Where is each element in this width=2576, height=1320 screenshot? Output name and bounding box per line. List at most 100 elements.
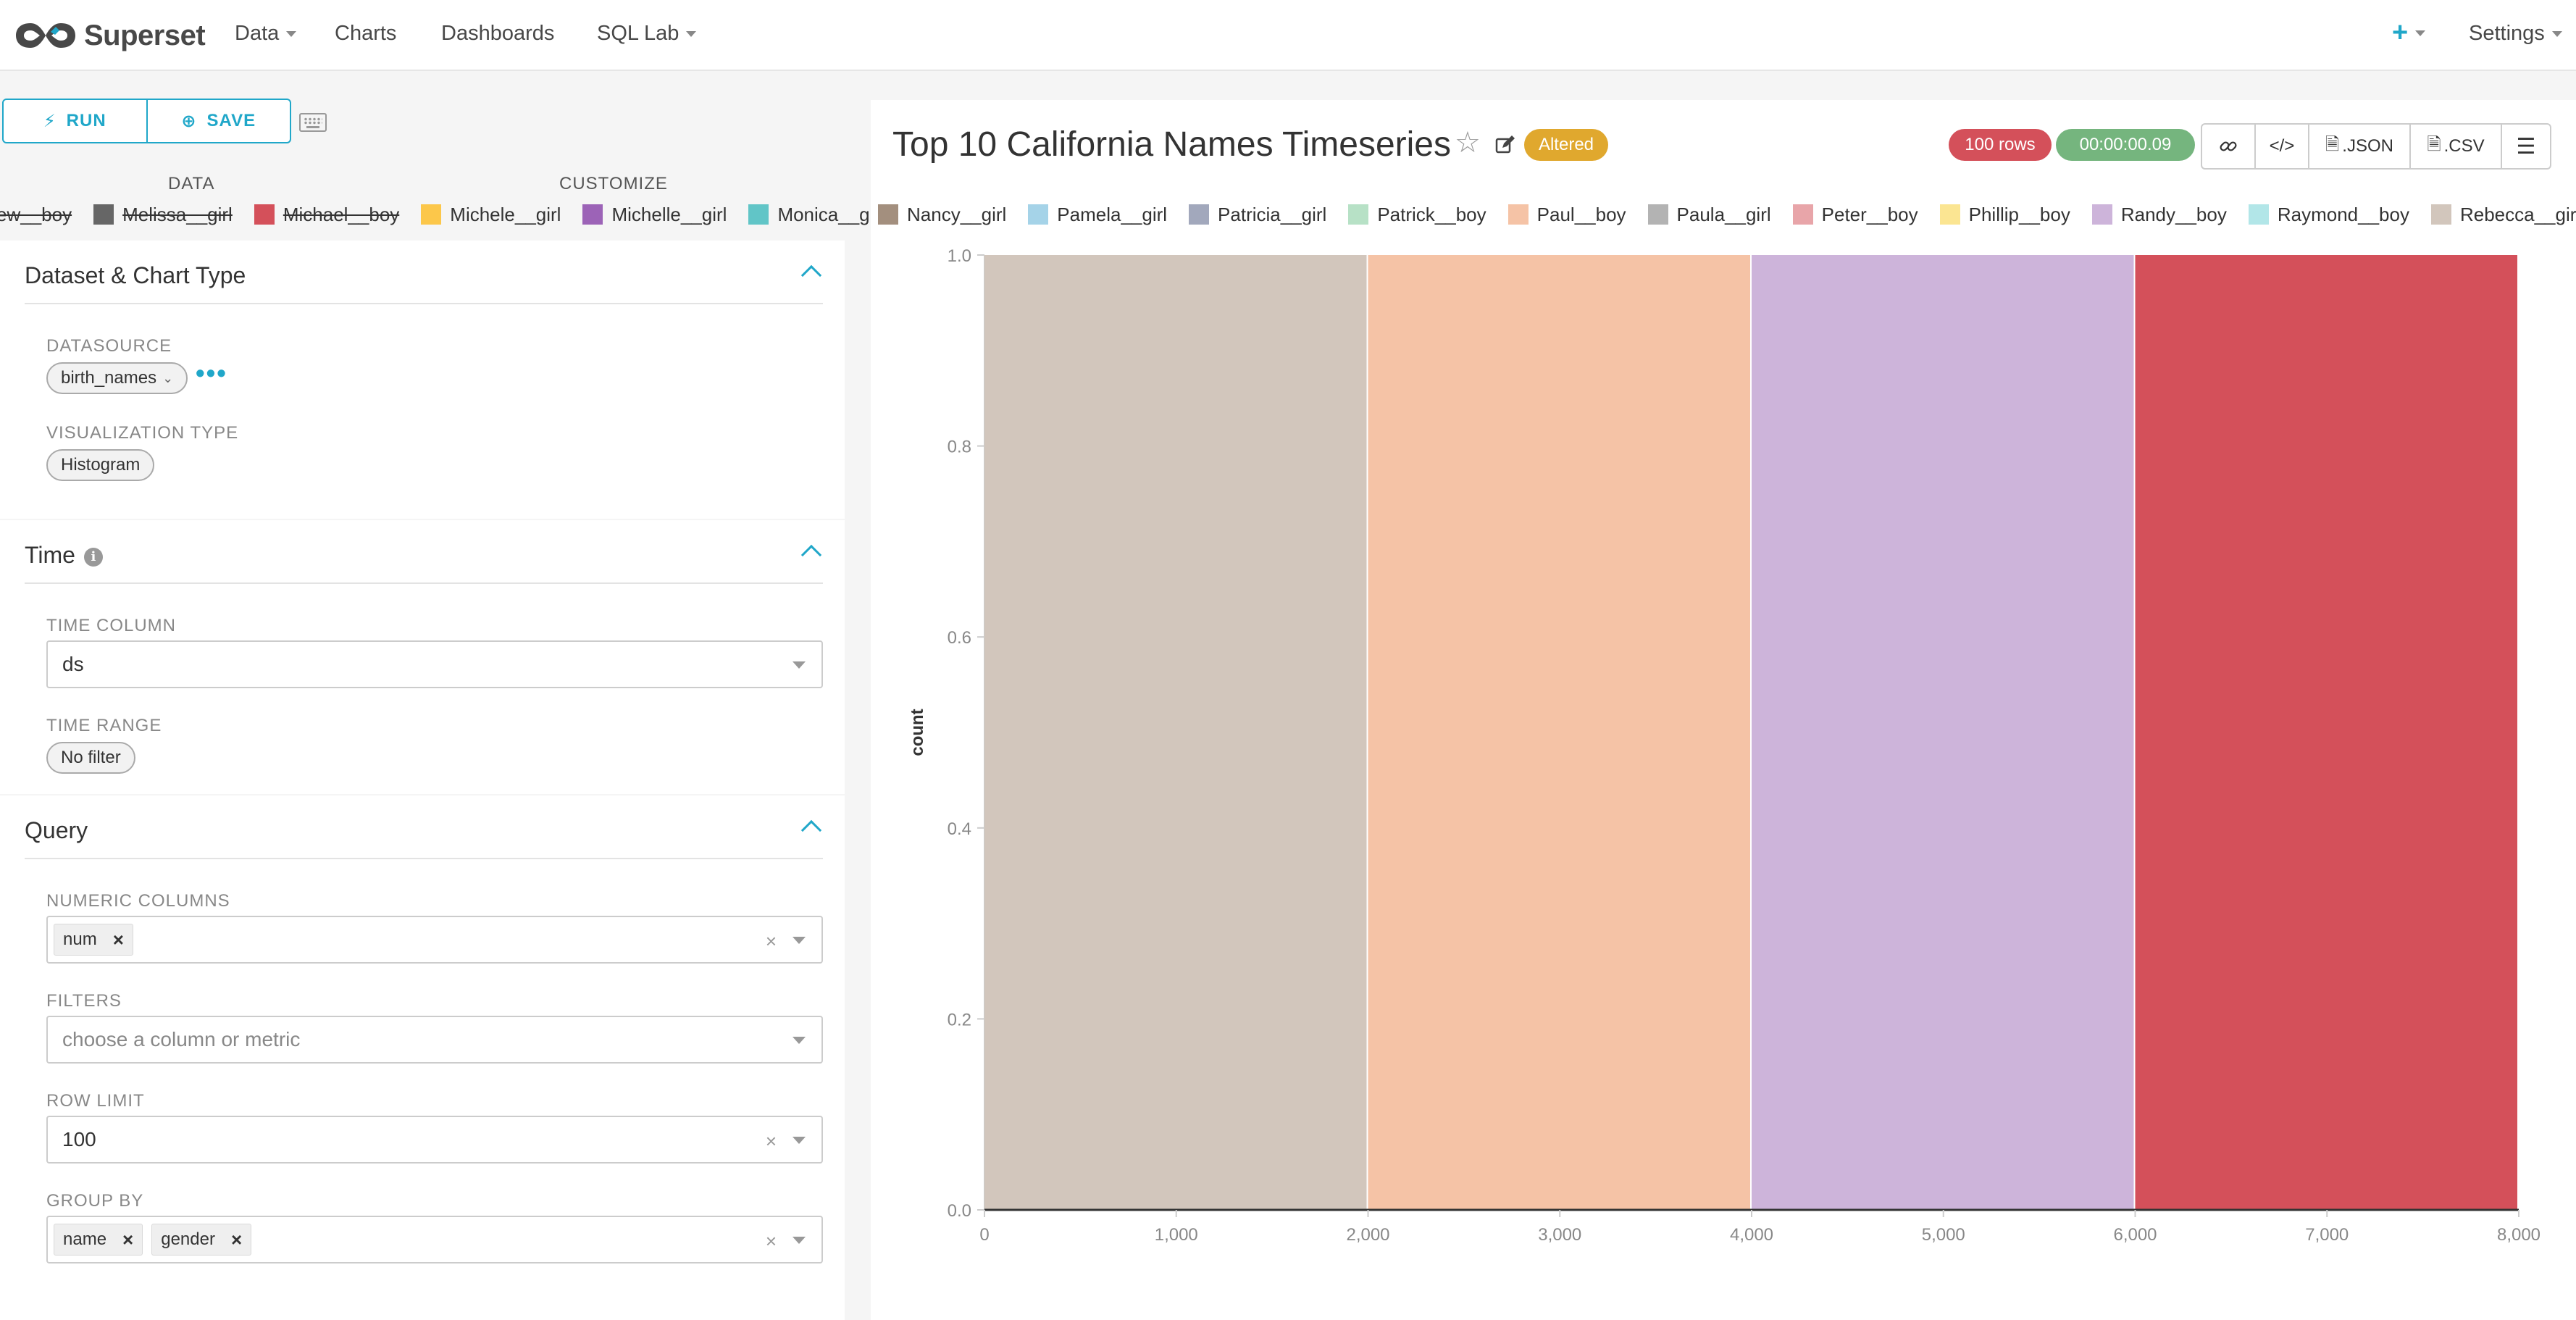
- nav-data-menu[interactable]: Data: [235, 22, 297, 46]
- nav-charts-link[interactable]: Charts: [335, 22, 396, 46]
- legend-swatch: [1507, 204, 1529, 225]
- group-by-label: GROUP BY: [46, 1191, 144, 1211]
- chart-legend-item[interactable]: Peter__boy: [1792, 204, 1918, 226]
- star-icon[interactable]: ☆: [1455, 127, 1481, 159]
- export-json-button[interactable]: 🗎︎ .JSON: [2308, 125, 2409, 168]
- tag-label: num: [63, 930, 97, 949]
- legend-label: Phillip__boy: [1968, 203, 2070, 225]
- row-limit-select[interactable]: 100 ×: [46, 1116, 823, 1164]
- chart-title[interactable]: Top 10 California Names Timeseries: [892, 125, 1451, 164]
- chevron-down-icon: [286, 30, 297, 37]
- chevron-down-icon: [793, 661, 806, 669]
- altered-badge[interactable]: Altered: [1524, 129, 1608, 161]
- remove-tag-icon[interactable]: ×: [230, 1228, 243, 1250]
- chevron-up-icon[interactable]: [800, 264, 822, 286]
- remove-tag-icon[interactable]: ×: [112, 928, 124, 951]
- chart-legend-item[interactable]: Rebecca__girl: [2430, 204, 2576, 226]
- left-legend-item[interactable]: Matthew__boy: [0, 204, 72, 226]
- chart-legend-item[interactable]: Randy__boy: [2091, 204, 2227, 226]
- chart-legend-item[interactable]: Pamela__girl: [1028, 204, 1167, 226]
- time-range-pill[interactable]: No filter: [46, 742, 135, 774]
- histogram-bar[interactable]: [1368, 255, 1751, 1210]
- left-legend-item[interactable]: Monica__girl: [748, 203, 885, 226]
- x-tick-label: 5,000: [1922, 1225, 1965, 1245]
- save-button[interactable]: ⊕ SAVE: [146, 100, 290, 142]
- nav-sqllab-menu[interactable]: SQL Lab: [597, 22, 697, 46]
- legend-label: Michael__boy: [283, 203, 400, 225]
- export-csv-button[interactable]: 🗎︎ .CSV: [2409, 125, 2501, 168]
- time-column-select[interactable]: ds: [46, 640, 823, 688]
- left-legend-item[interactable]: Michele__girl: [421, 204, 561, 226]
- histogram-bar[interactable]: [1752, 255, 2134, 1210]
- nav-sqllab-label: SQL Lab: [597, 22, 679, 45]
- datasource-pill[interactable]: birth_names ⌄: [46, 362, 188, 394]
- menu-button[interactable]: ☰: [2501, 125, 2550, 168]
- run-button[interactable]: ⚡︎ RUN: [4, 100, 146, 142]
- embed-code-button[interactable]: </>: [2254, 125, 2308, 168]
- section-title[interactable]: Dataset & Chart Type: [25, 262, 246, 288]
- info-icon[interactable]: i: [83, 547, 103, 567]
- settings-menu[interactable]: Settings: [2469, 22, 2562, 46]
- new-item-menu[interactable]: +: [2392, 17, 2426, 49]
- clear-icon[interactable]: ×: [765, 1230, 777, 1252]
- row-limit-label: ROW LIMIT: [46, 1091, 145, 1111]
- chevron-up-icon[interactable]: [800, 544, 822, 566]
- chart-legend-item[interactable]: Raymond__boy: [2248, 204, 2409, 226]
- plus-circle-icon: ⊕: [181, 111, 197, 131]
- filters-select[interactable]: choose a column or metric: [46, 1016, 823, 1064]
- chart-legend-item[interactable]: Paula__girl: [1647, 204, 1771, 226]
- filters-placeholder: choose a column or metric: [62, 1028, 301, 1050]
- time-title: Time: [25, 542, 75, 568]
- chart-legend-item[interactable]: Nancy__girl: [878, 204, 1006, 226]
- section-title[interactable]: Time i: [25, 542, 103, 569]
- left-legend-item[interactable]: Michelle__girl: [582, 204, 727, 226]
- viz-type-pill[interactable]: Histogram: [46, 449, 155, 481]
- y-tick-label: 0.4: [948, 819, 971, 839]
- tab-data[interactable]: DATA: [168, 174, 215, 193]
- legend-swatch: [582, 204, 603, 225]
- clear-icon[interactable]: ×: [765, 1130, 777, 1152]
- chart-legend-item[interactable]: Patricia__girl: [1189, 204, 1326, 226]
- chevron-down-icon: ⌄: [162, 370, 174, 385]
- chart-legend-item[interactable]: Phillip__boy: [1939, 203, 2070, 226]
- x-tick-label: 3,000: [1538, 1225, 1581, 1245]
- y-tick-label: 1.0: [948, 246, 971, 266]
- histogram-bar[interactable]: [984, 255, 1367, 1210]
- x-tick-label: 7,000: [2305, 1225, 2349, 1245]
- legend-label: Patricia__girl: [1218, 203, 1327, 225]
- query-time-badge: 00:00:00.09: [2056, 129, 2195, 161]
- histogram-bar[interactable]: [2135, 255, 2518, 1210]
- settings-label: Settings: [2469, 22, 2545, 45]
- left-legend-item[interactable]: Michael__boy: [254, 204, 399, 226]
- left-legend-item[interactable]: Melissa__girl: [93, 204, 233, 226]
- hamburger-icon: ☰: [2516, 134, 2536, 159]
- filters-label: FILTERS: [46, 991, 122, 1011]
- legend-label: Patrick__boy: [1377, 203, 1486, 225]
- chart-legend: Nancy__girl Pamela__girl Patricia__girl Pat…: [878, 201, 2576, 227]
- chart-legend-item[interactable]: Paul__boy: [1507, 204, 1626, 226]
- chevron-up-icon[interactable]: [800, 819, 822, 841]
- tag-gender: gender ×: [151, 1224, 252, 1256]
- chevron-down-icon: [793, 937, 806, 944]
- remove-tag-icon[interactable]: ×: [122, 1228, 134, 1250]
- viz-type-label: VISUALIZATION TYPE: [46, 423, 239, 443]
- legend-swatch: [1348, 204, 1369, 225]
- legend-swatch: [421, 204, 442, 225]
- nav-dashboards-link[interactable]: Dashboards: [441, 22, 554, 46]
- keyboard-icon[interactable]: [299, 113, 327, 132]
- section-title[interactable]: Query: [25, 817, 88, 843]
- link-button[interactable]: [2202, 125, 2254, 168]
- more-options-icon[interactable]: •••: [196, 358, 227, 388]
- legend-label: Monica__girl: [777, 203, 885, 225]
- edit-icon[interactable]: [1495, 135, 1515, 155]
- brand-logo[interactable]: Superset: [14, 17, 206, 54]
- tag-num: num ×: [54, 924, 133, 956]
- chevron-down-icon: [686, 30, 697, 37]
- tab-customize[interactable]: CUSTOMIZE: [559, 174, 668, 193]
- legend-label: Melissa__girl: [122, 203, 233, 225]
- group-by-select[interactable]: name × gender × ×: [46, 1216, 823, 1263]
- csv-label: .CSV: [2443, 136, 2485, 156]
- chart-legend-item[interactable]: Patrick__boy: [1348, 204, 1486, 226]
- numeric-columns-select[interactable]: num × ×: [46, 916, 823, 964]
- clear-icon[interactable]: ×: [765, 930, 777, 952]
